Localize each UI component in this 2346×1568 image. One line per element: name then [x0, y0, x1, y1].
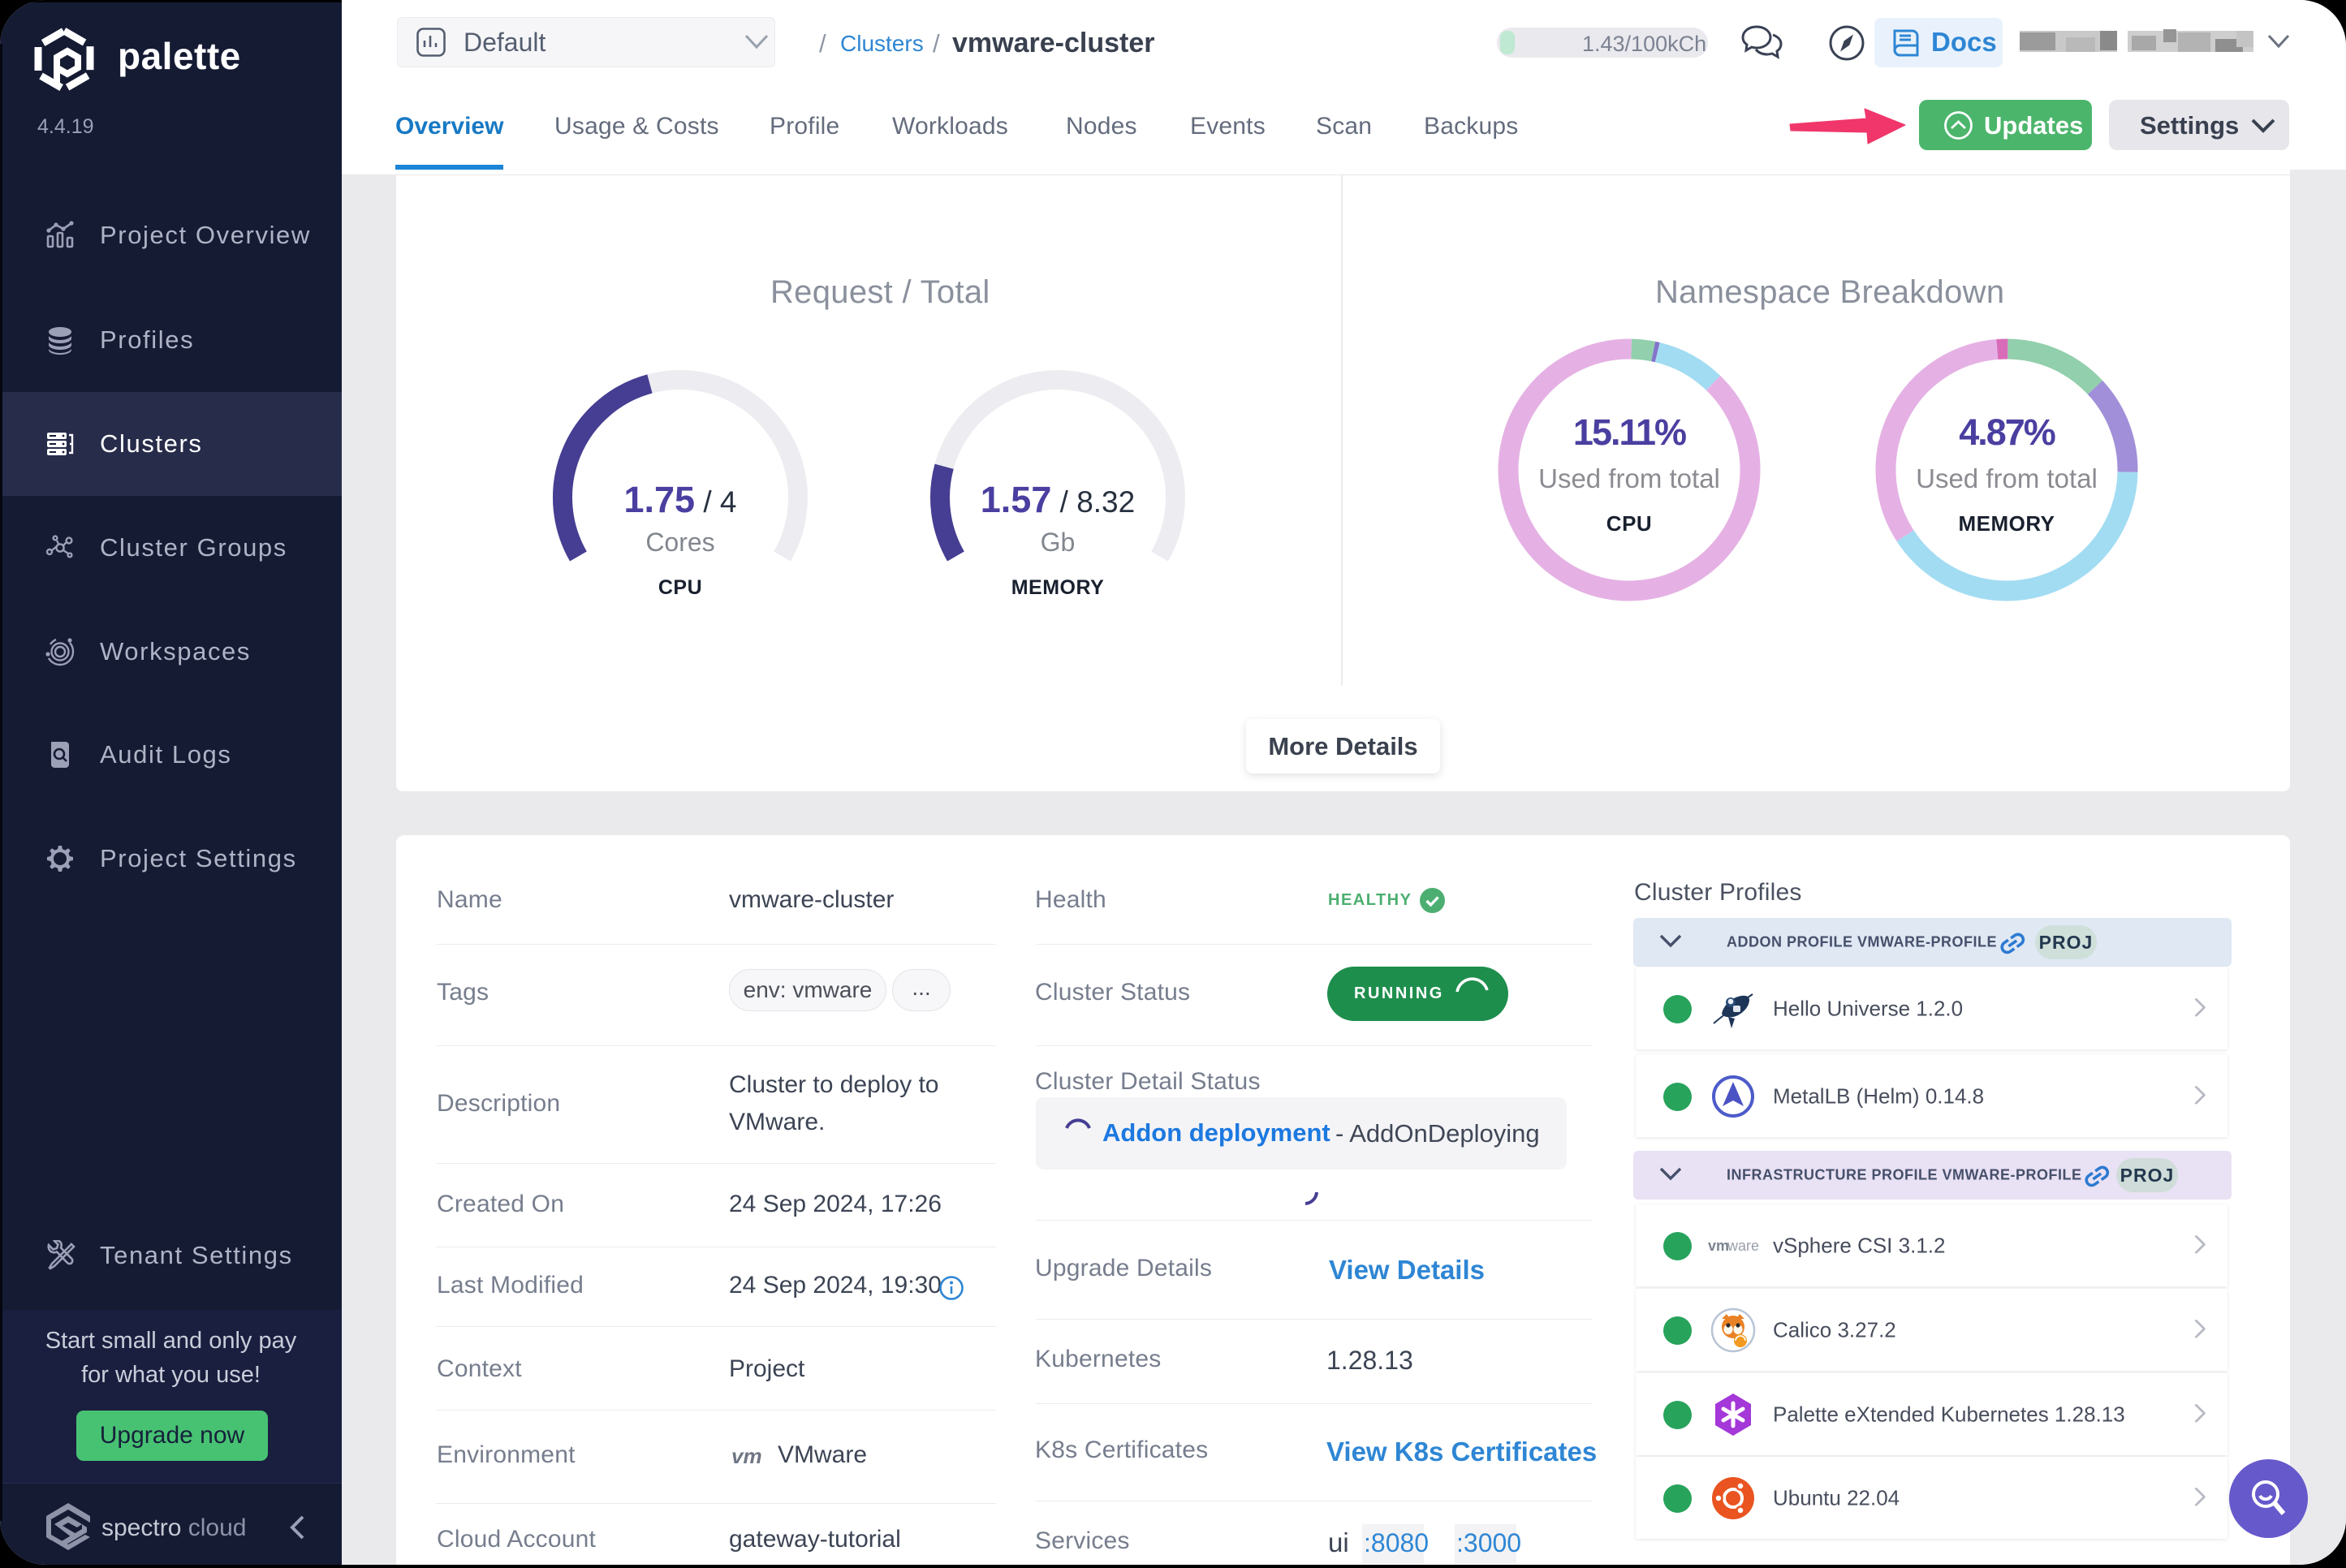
- svg-text:vm: vm: [731, 1444, 762, 1468]
- svg-text:vm: vm: [1708, 1238, 1729, 1254]
- svg-text:ware: ware: [1727, 1238, 1759, 1254]
